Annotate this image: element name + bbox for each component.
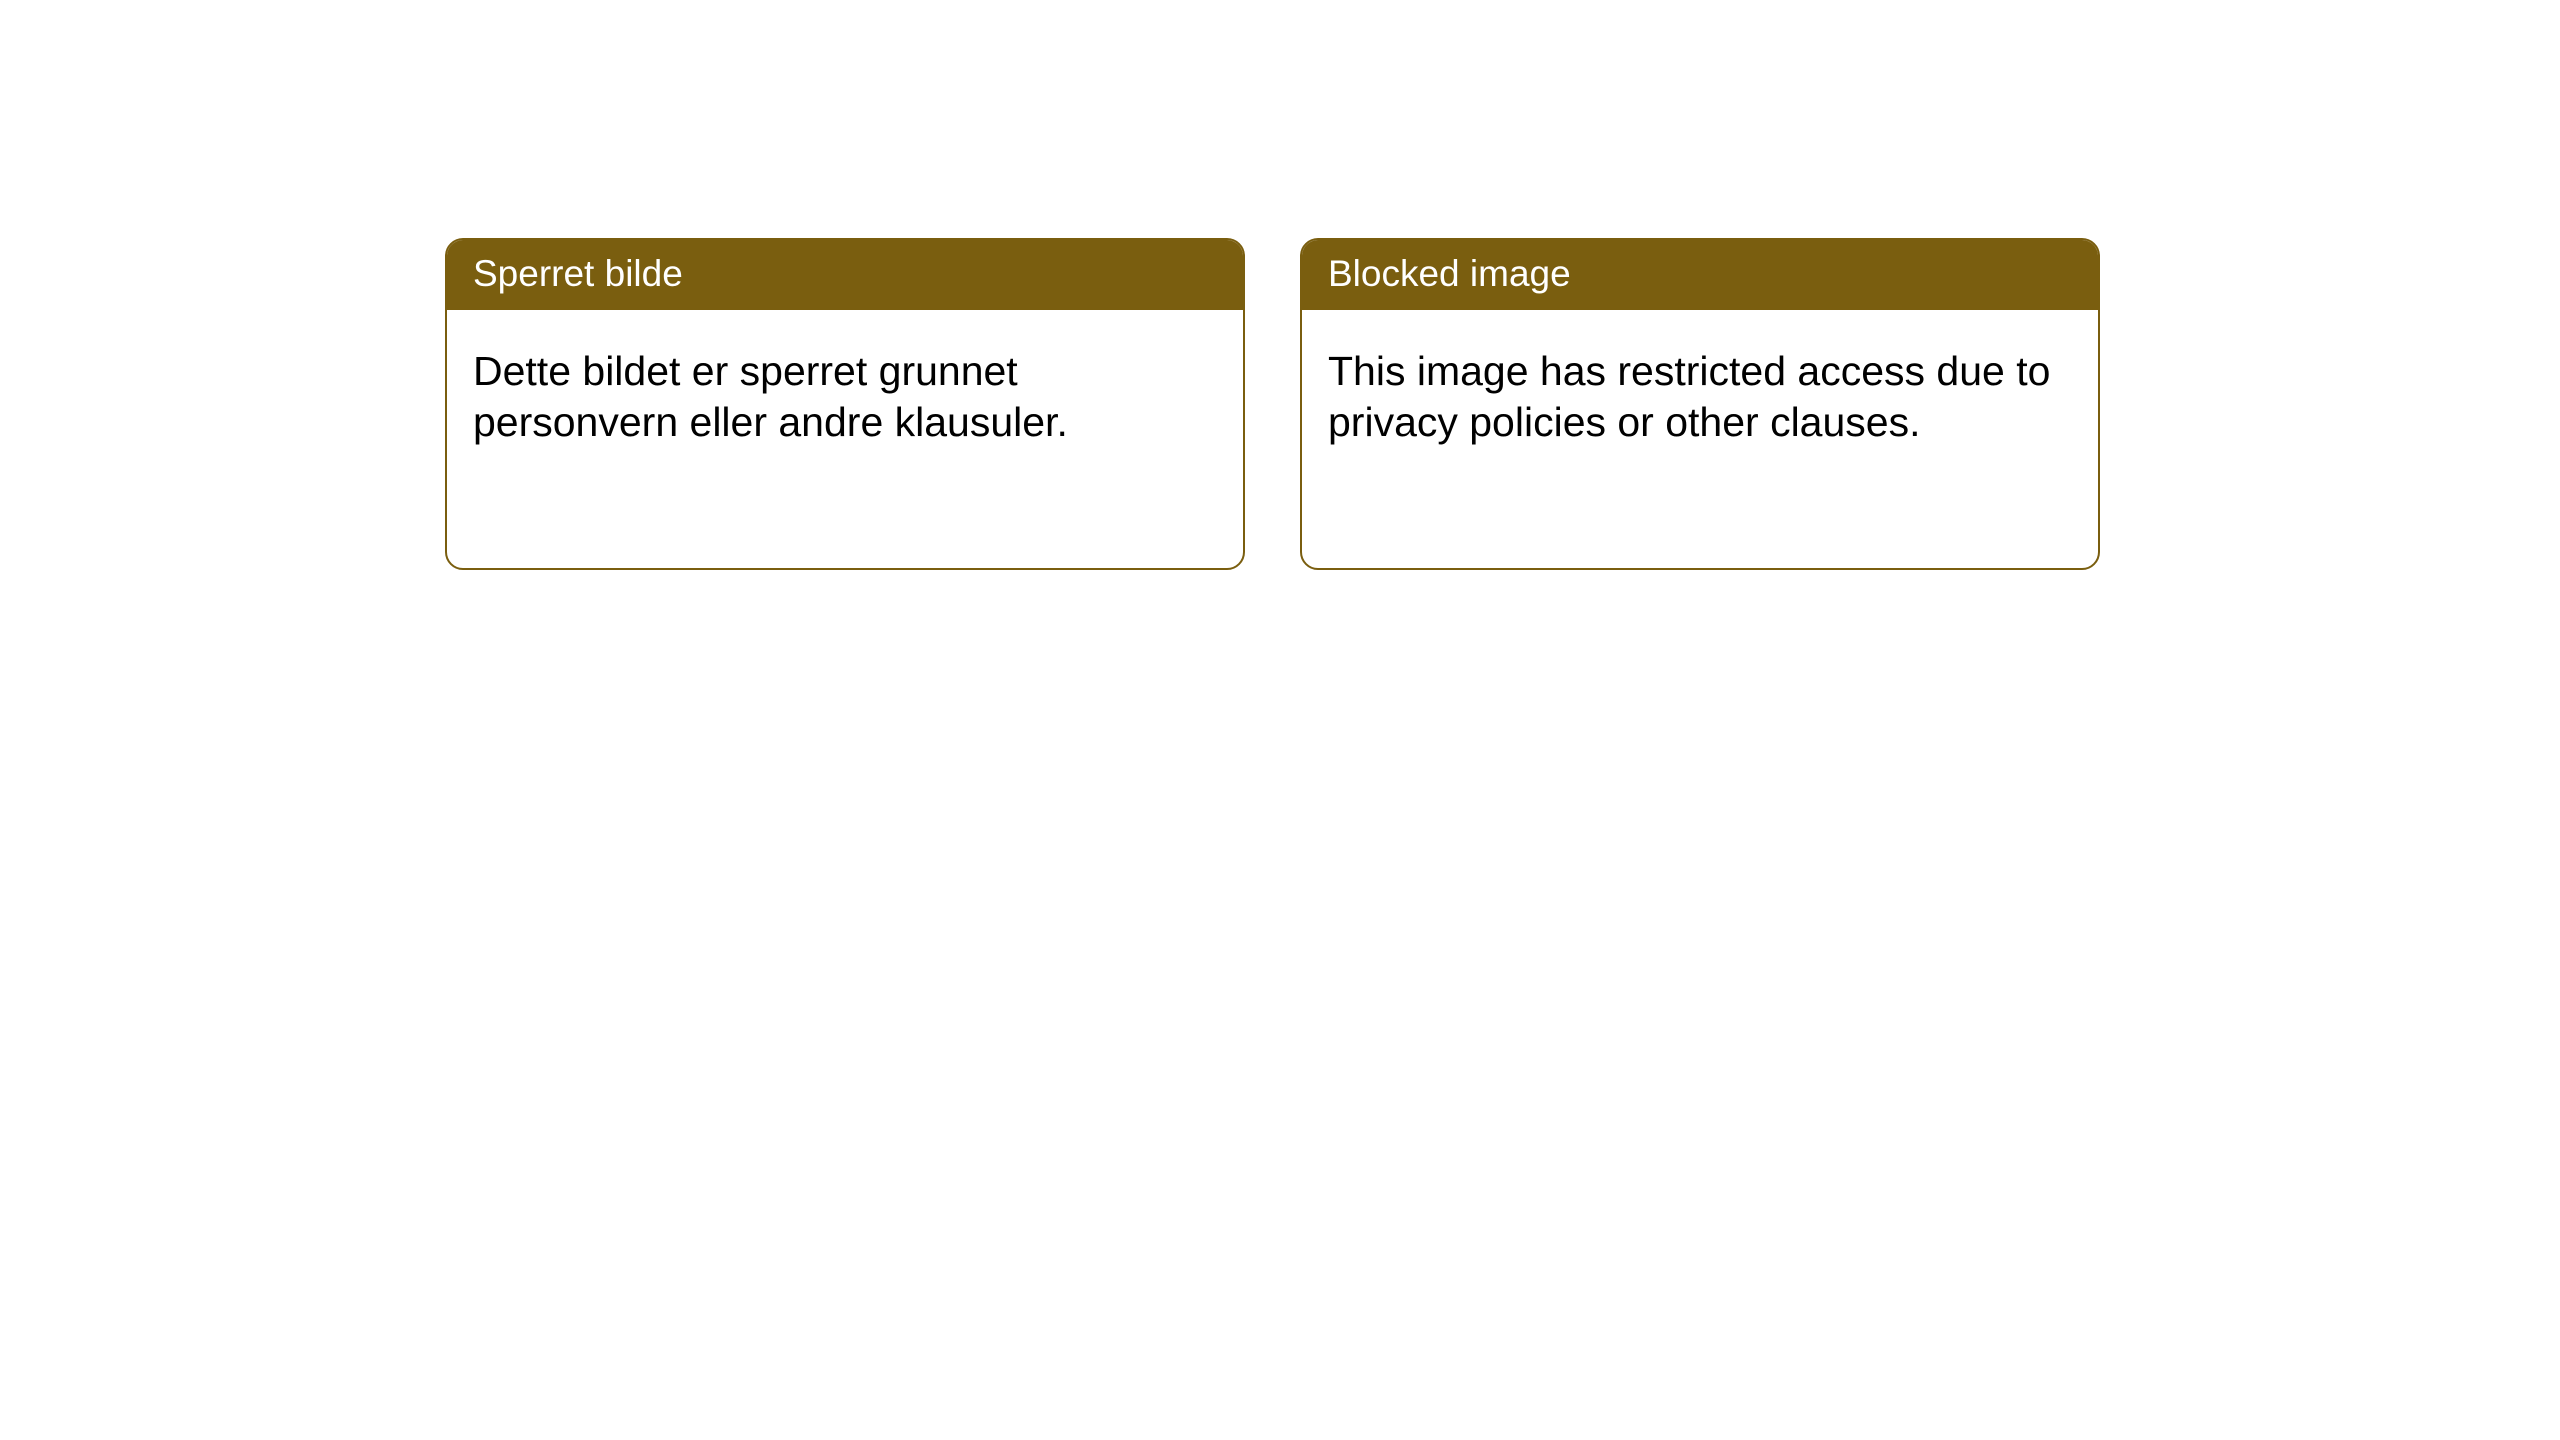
notice-box-english: Blocked image This image has restricted … (1300, 238, 2100, 570)
notice-box-norwegian: Sperret bilde Dette bildet er sperret gr… (445, 238, 1245, 570)
notice-title-norwegian: Sperret bilde (447, 240, 1243, 310)
notice-body-norwegian: Dette bildet er sperret grunnet personve… (447, 310, 1243, 475)
notice-body-english: This image has restricted access due to … (1302, 310, 2098, 475)
notice-title-english: Blocked image (1302, 240, 2098, 310)
notice-container: Sperret bilde Dette bildet er sperret gr… (0, 0, 2560, 570)
